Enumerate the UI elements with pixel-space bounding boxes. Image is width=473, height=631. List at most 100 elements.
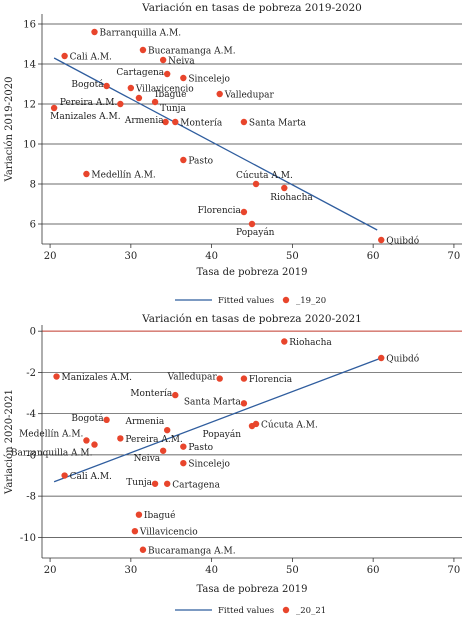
chart-title: Variación en tasas de pobreza 2019-2020: [141, 2, 362, 14]
data-point: [378, 354, 385, 362]
point-label: Valledupar: [167, 373, 218, 383]
y-tick-label: 14: [23, 60, 36, 71]
x-tick-label: 20: [44, 251, 57, 262]
y-tick-label: -2: [26, 368, 36, 379]
data-point: [159, 447, 167, 454]
point-label: Cartagena: [172, 480, 220, 490]
data-point: [180, 156, 187, 164]
y-axis-label: Variación 2020-2021: [4, 389, 15, 495]
data-point: [91, 28, 98, 36]
data-point: [131, 527, 139, 535]
data-point: [103, 82, 110, 90]
data-point: [180, 459, 187, 467]
data-point: [50, 104, 58, 112]
x-axis-label: Tasa de pobreza 2019: [196, 267, 307, 278]
y-tick-label: 0: [30, 327, 36, 338]
data-point: [103, 416, 110, 424]
data-point: [135, 94, 143, 102]
point-label: Bucaramanga A.M.: [148, 47, 236, 57]
data-point: [83, 170, 90, 178]
x-tick-label: 40: [205, 251, 218, 262]
point-label: Bogotá: [71, 413, 104, 424]
y-tick-label: 6: [30, 220, 36, 231]
data-point: [252, 180, 260, 188]
y-tick-label: 10: [23, 140, 36, 151]
data-point: [216, 375, 223, 382]
point-label: Riohacha: [289, 338, 332, 348]
point-label: Cali A.M.: [70, 472, 112, 482]
point-label: Pasto: [188, 157, 213, 167]
data-point: [172, 118, 179, 126]
point-label: Pereira A.M.: [125, 435, 183, 445]
x-tick-label: 30: [124, 251, 137, 262]
point-label: Cúcuta A.M.: [236, 170, 293, 181]
data-point: [61, 472, 68, 479]
point-label: Riohacha: [270, 193, 313, 203]
point-label: Villavicencio: [135, 85, 194, 95]
data-point: [91, 441, 98, 448]
point-label: Neiva: [168, 57, 195, 67]
data-point: [240, 375, 248, 382]
point-label: Bucaramanga A.M.: [148, 546, 236, 556]
point-label: Manizales A.M.: [62, 373, 133, 383]
point-label: Medellín A.M.: [19, 428, 83, 439]
data-point: [117, 100, 124, 108]
point-label: Villavicencio: [139, 528, 198, 538]
x-tick-label: 50: [286, 251, 299, 262]
data-point: [162, 118, 169, 126]
data-point: [83, 437, 90, 444]
point-label: Montería: [180, 118, 223, 129]
legend-marker-swatch: [282, 606, 290, 614]
point-label: Ibagué: [144, 510, 176, 521]
data-point: [180, 443, 187, 450]
point-label: Sincelejo: [188, 460, 230, 470]
point-label: Ibagué: [155, 89, 187, 100]
point-label: Quibdó: [386, 236, 419, 247]
data-point: [163, 480, 171, 487]
legend-marker-swatch: [282, 296, 290, 304]
data-point: [180, 74, 187, 82]
x-tick-label: 70: [448, 565, 461, 576]
point-label: Valledupar: [224, 91, 275, 101]
fitted-values-line: [53, 357, 382, 483]
point-label: Cúcuta A.M.: [261, 419, 318, 430]
legend-marker-label: _19_20: [296, 296, 326, 306]
point-label: Pasto: [188, 443, 213, 453]
y-tick-label: 8: [30, 180, 36, 191]
y-axis-label: Variación 2019-2020: [4, 77, 15, 183]
data-point: [139, 546, 147, 553]
x-tick-label: 70: [448, 251, 461, 262]
y-tick-label: -4: [26, 409, 36, 420]
x-tick-label: 60: [367, 565, 380, 576]
point-label: Barranquilla A.M.: [100, 29, 182, 39]
x-tick-label: 20: [44, 565, 57, 576]
x-tick-label: 30: [124, 565, 137, 576]
data-point: [378, 236, 385, 244]
data-point: [53, 373, 60, 380]
point-label: Popayán: [236, 227, 275, 238]
point-label: Manizales A.M.: [50, 112, 121, 122]
panel-1: Variación en tasas de pobreza 2019-2020 6…: [4, 2, 462, 306]
point-label: Bogotá: [71, 79, 104, 90]
data-point: [172, 391, 179, 399]
data-point: [163, 426, 171, 434]
legend-line-label: Fitted values: [218, 606, 274, 616]
data-point: [216, 90, 223, 98]
point-label: Quibdó: [386, 353, 419, 364]
point-label: Pereira A.M.: [60, 98, 118, 108]
point-label: Medellín A.M.: [91, 170, 155, 181]
data-point: [163, 70, 171, 78]
point-label: Armenia: [124, 417, 164, 427]
point-label: Armenia: [124, 116, 164, 126]
x-tick-label: 60: [367, 251, 380, 262]
point-label: Florencia: [249, 375, 293, 385]
point-label: Montería: [130, 388, 173, 399]
data-point: [248, 220, 256, 228]
data-point: [159, 56, 167, 64]
point-label: Sincelejo: [188, 75, 230, 85]
y-tick-label: -8: [26, 492, 36, 503]
y-tick-label: 12: [23, 100, 36, 111]
point-label: Neiva: [134, 454, 161, 464]
legend-marker-label: _20_21: [296, 606, 326, 616]
point-label: Santa Marta: [184, 397, 242, 407]
